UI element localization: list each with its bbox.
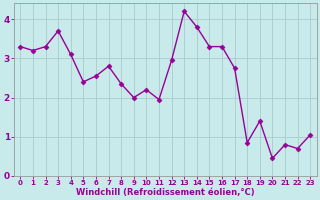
- X-axis label: Windchill (Refroidissement éolien,°C): Windchill (Refroidissement éolien,°C): [76, 188, 255, 197]
